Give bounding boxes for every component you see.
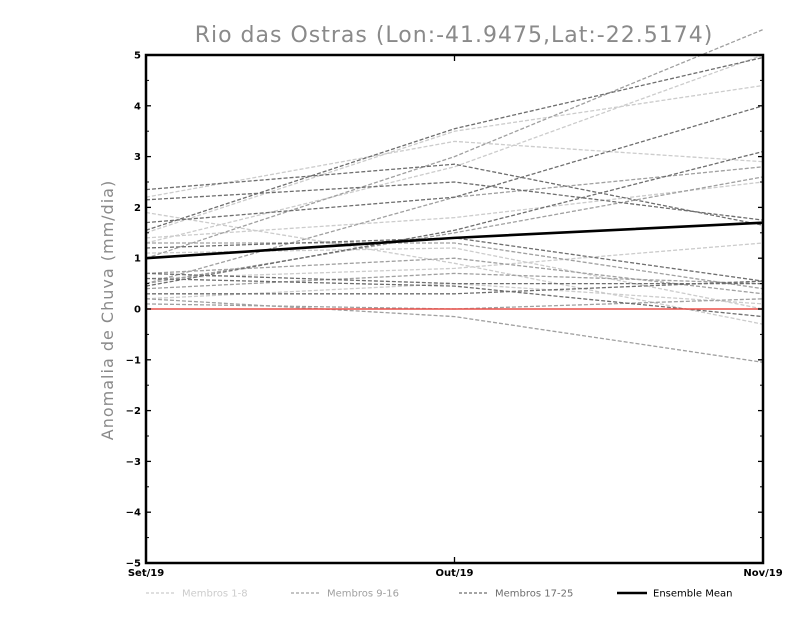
series-line-group-3-member-2 [145, 105, 764, 224]
series-line-group-2-member-5 [145, 272, 764, 290]
series-line-group-2-member-6 [145, 298, 764, 363]
series-line-group-3-member-7 [146, 280, 764, 295]
x-tick-label: Out/19 [436, 568, 474, 579]
ticks: −5 −4 −3 −2 −1 0 1 2 3 4 5 Set/19 Out/19 Nov/19 [126, 51, 783, 580]
legend-label-1: Membros 1-8 [182, 589, 248, 600]
series-line-group-1-member-4 [145, 181, 764, 239]
x-tick-label: Set/19 [128, 568, 164, 579]
plot-lines [145, 28, 764, 363]
y-tick-label: −5 [126, 559, 141, 570]
y-tick-label: 4 [134, 101, 141, 112]
series-line-group-1-member-1 [145, 54, 764, 244]
y-axis-label: Anomalia de Chuva (mm/dia) [98, 180, 117, 440]
series-line-group-2-member-2 [145, 166, 764, 285]
x-tick-label: Nov/19 [743, 568, 782, 579]
series-line-group-2-member-3 [145, 176, 764, 285]
series-line-group-1-member-5 [145, 242, 764, 280]
y-tick-label: −4 [126, 508, 141, 519]
series-line-group-1-member-6 [145, 211, 764, 325]
y-tick-label: −2 [126, 406, 141, 417]
series-line-group-2-member-8 [146, 242, 764, 290]
series-line-group-3-member-9 [145, 277, 764, 318]
series-line-group-1-member-2 [145, 84, 764, 234]
y-tick-label: 1 [134, 254, 141, 265]
y-tick-label: −1 [126, 355, 141, 366]
series-line-group-1-member-3 [145, 140, 764, 198]
series-line-group-3-member-8 [145, 237, 764, 282]
series-line-group-3-member-6 [145, 272, 763, 285]
legend-label-2: Membros 9-16 [327, 589, 399, 600]
y-tick-label: 5 [134, 51, 141, 62]
series-line-group-3-member-1 [145, 56, 764, 231]
series-line-group-2-member-4 [145, 257, 764, 295]
legend-label-4: Ensemble Mean [653, 589, 732, 600]
legend-label-3: Membros 17-25 [495, 589, 573, 600]
y-tick-label: 0 [134, 305, 141, 316]
y-tick-label: −3 [126, 457, 141, 468]
series-line-group-2-member-1 [145, 28, 764, 259]
ensemble-mean-line [145, 221, 764, 260]
series-line-group-3-member-5 [145, 181, 764, 221]
series-line-group-3-member-4 [145, 163, 764, 226]
series-line-group-3-member-3 [145, 150, 764, 287]
chart-title: Rio das Ostras (Lon:-41.9475,Lat:-22.517… [195, 23, 714, 48]
legend: Membros 1-8 Membros 9-16 Membros 17-25 Ense… [146, 589, 732, 600]
y-tick-label: 3 [134, 152, 141, 163]
y-tick-label: 2 [134, 203, 141, 214]
